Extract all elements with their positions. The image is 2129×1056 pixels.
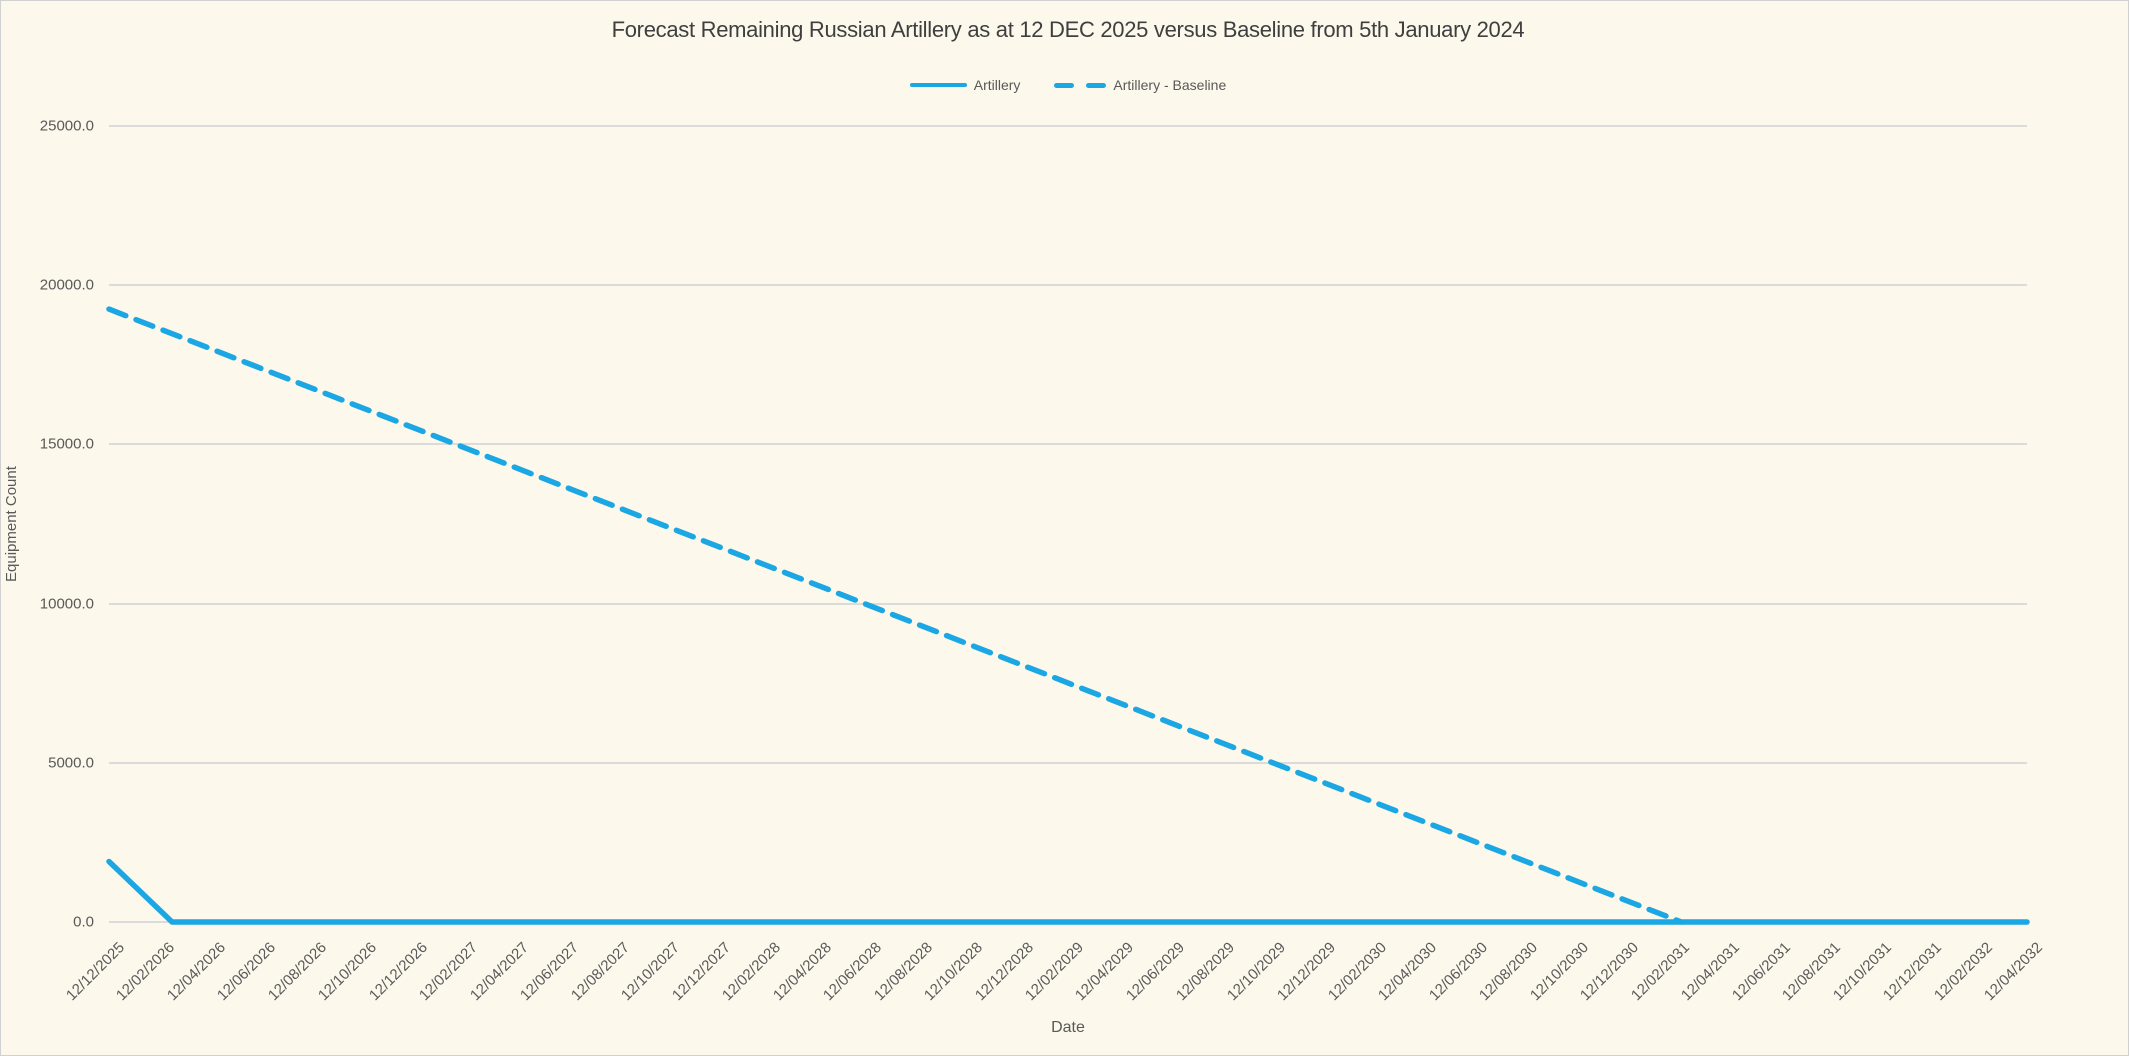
y-tick-label: 5000.0 (48, 754, 94, 772)
chart-title: Forecast Remaining Russian Artillery as … (611, 17, 1525, 42)
gridline-20000 (109, 284, 2027, 287)
y-tick-label: 25000.0 (39, 117, 94, 135)
y-tick-label: 20000.0 (39, 276, 94, 294)
baseline-dashed-line-swatch (1054, 82, 1107, 88)
y-tick-label: 10000.0 (39, 595, 94, 613)
legend-label-artillery-baseline: Artillery - Baseline (1113, 77, 1227, 93)
artillery-baseline-line (106, 306, 1685, 925)
dash-segment (1054, 82, 1075, 88)
legend: Artillery Artillery - Baseline (109, 77, 2027, 93)
series-plot (106, 306, 2030, 925)
y-tick-label: 0.0 (73, 913, 94, 931)
legend-label-artillery: Artillery (973, 77, 1021, 93)
legend-item-artillery: Artillery (909, 77, 1021, 93)
x-axis-tick-labels: 12/12/2025 12/02/2026 12/04/2026 12/06/2026… (63, 931, 2046, 1031)
gridline-5000 (109, 761, 2027, 764)
y-tick-label: 15000.0 (39, 435, 94, 453)
gridline-15000 (109, 443, 2027, 446)
legend-item-artillery-baseline: Artillery - Baseline (1054, 77, 1226, 93)
artillery-solid-line-swatch (909, 83, 967, 87)
artillery-line (106, 858, 2030, 925)
gridline-25000 (109, 125, 2027, 127)
dash-segment (1086, 82, 1107, 88)
x-axis-title: Date (1051, 1019, 1085, 1036)
y-axis-title: Equipment Count (3, 466, 20, 582)
plot-area (106, 125, 2030, 925)
gridline-10000 (109, 602, 2027, 605)
